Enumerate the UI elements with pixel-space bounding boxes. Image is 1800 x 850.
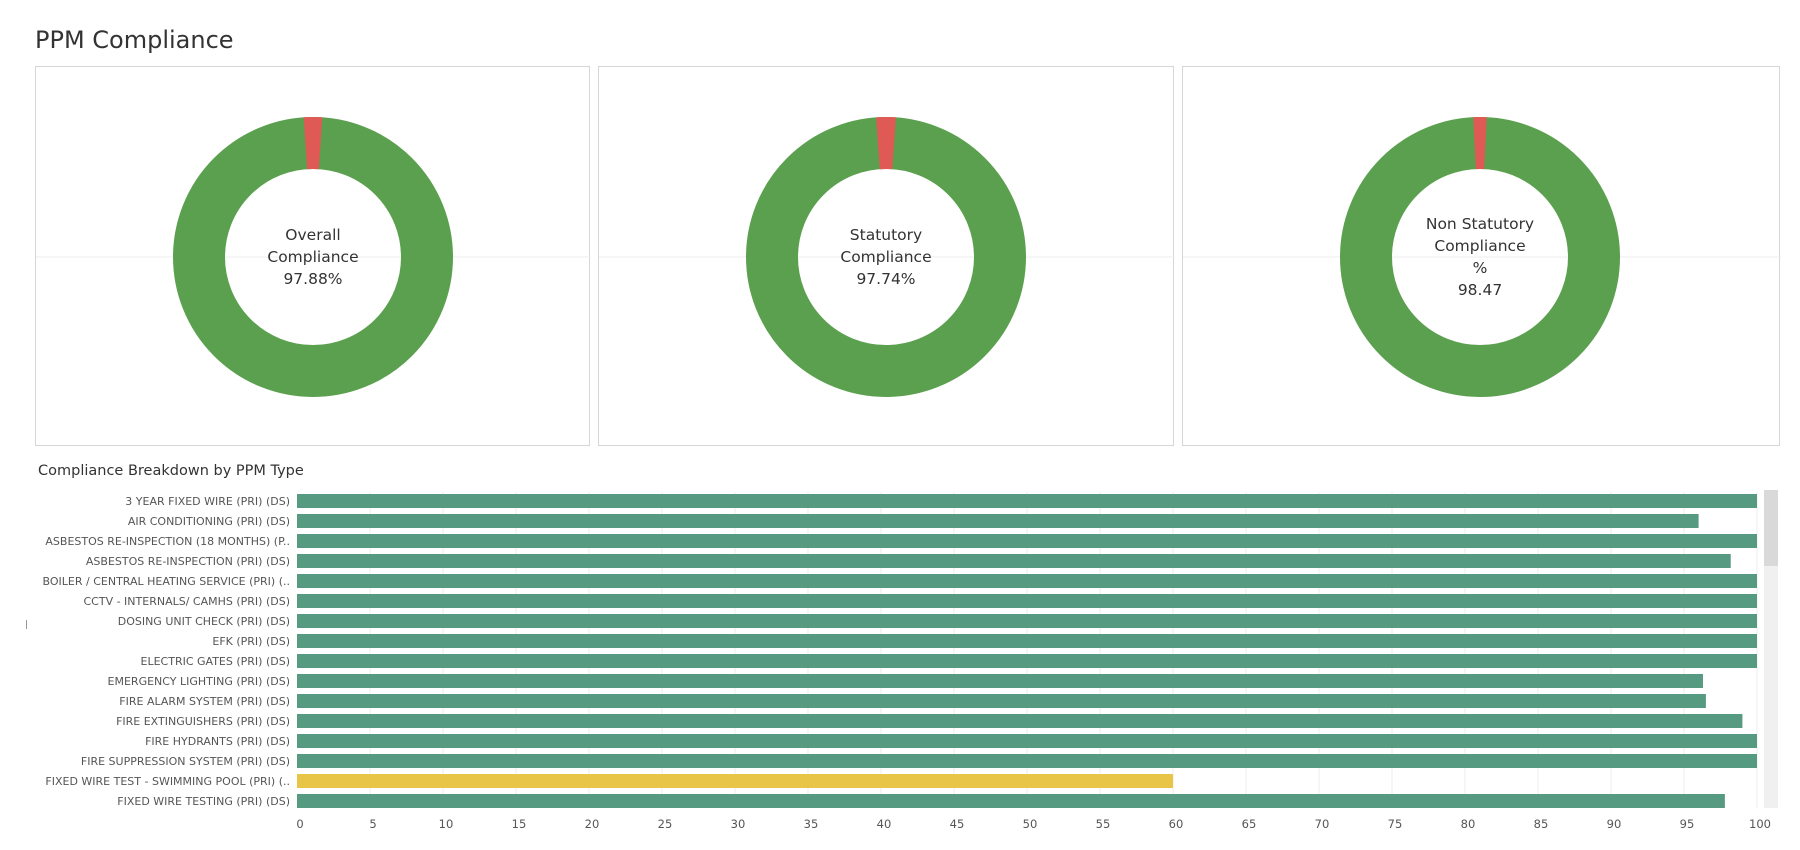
x-tick-label: 55 xyxy=(1096,817,1111,831)
non-statutory-compliance-panel: Non Statutory Compliance% 98.47 xyxy=(1182,66,1781,447)
bar[interactable] xyxy=(297,654,1757,668)
category-label: FIRE HYDRANTS (PRI) (DS) xyxy=(145,735,290,748)
overall-compliance-donut[interactable]: Overall Compliance 97.88% xyxy=(36,67,591,447)
bar[interactable] xyxy=(297,534,1757,548)
statutory-compliance-panel: Statutory Compliance 97.74% xyxy=(598,66,1175,447)
bar[interactable] xyxy=(297,614,1757,628)
category-label: CCTV - INTERNALS/ CAMHS (PRI) (DS) xyxy=(83,595,290,608)
x-tick-label: 25 xyxy=(658,817,673,831)
x-tick-label: 20 xyxy=(585,817,600,831)
donut-center-label: 97.88% xyxy=(283,270,342,288)
bar[interactable] xyxy=(297,734,1757,748)
x-tick-label: 70 xyxy=(1315,817,1330,831)
donut-center-label: Compliance xyxy=(1434,237,1525,255)
bar[interactable] xyxy=(297,494,1757,508)
bar[interactable] xyxy=(297,554,1731,568)
category-label: DOSING UNIT CHECK (PRI) (DS) xyxy=(118,615,290,628)
donut-center-label: 97.74% xyxy=(856,270,915,288)
donut-center-label: Statutory xyxy=(850,226,922,244)
x-tick-label: 5 xyxy=(369,817,376,831)
x-tick-label: 45 xyxy=(950,817,965,831)
category-label: FIRE ALARM SYSTEM (PRI) (DS) xyxy=(119,695,290,708)
category-label: ASBESTOS RE-INSPECTION (18 MONTHS) (P.. xyxy=(45,535,290,548)
bar[interactable] xyxy=(297,514,1699,528)
overall-compliance-panel: Overall Compliance 97.88% xyxy=(35,66,591,447)
x-tick-label: 40 xyxy=(877,817,892,831)
x-tick-label: 50 xyxy=(1023,817,1038,831)
category-label: BOILER / CENTRAL HEATING SERVICE (PRI) (… xyxy=(43,575,290,588)
compliance-breakdown-chart[interactable]: 0 5 10 15 20 25 30 35 40 45 50 55 60 65 70 75 80 85 90 95 10… xyxy=(0,480,1800,850)
donut-center-label: Overall xyxy=(285,226,340,244)
x-tick-label: 10 xyxy=(439,817,454,831)
category-label: 3 YEAR FIXED WIRE (PRI) (DS) xyxy=(125,495,290,508)
non-statutory-compliance-donut[interactable]: Non Statutory Compliance% 98.47 xyxy=(1183,67,1781,447)
bar[interactable] xyxy=(297,754,1757,768)
bar[interactable] xyxy=(297,574,1757,588)
statutory-compliance-donut[interactable]: Statutory Compliance 97.74% xyxy=(599,67,1175,447)
page-title: PPM Compliance xyxy=(35,26,234,54)
bar[interactable] xyxy=(297,714,1743,728)
bar[interactable] xyxy=(297,674,1703,688)
x-tick-label: 60 xyxy=(1169,817,1184,831)
donut-center-label: Non Statutory xyxy=(1426,215,1534,233)
category-label: FIRE EXTINGUISHERS (PRI) (DS) xyxy=(116,715,290,728)
x-tick-label: 95 xyxy=(1680,817,1695,831)
breakdown-title: Compliance Breakdown by PPM Type xyxy=(38,463,304,479)
x-tick-label: 80 xyxy=(1461,817,1476,831)
donut-center-label: Compliance xyxy=(840,248,931,266)
donut-center-label: % xyxy=(1473,259,1488,277)
x-tick-label: 65 xyxy=(1242,817,1257,831)
x-tick-label: 90 xyxy=(1607,817,1622,831)
side-marker xyxy=(26,620,27,629)
category-label: EFK (PRI) (DS) xyxy=(212,635,290,648)
bar[interactable] xyxy=(297,634,1757,648)
bar[interactable] xyxy=(297,774,1173,788)
x-tick-label: 0 xyxy=(296,817,303,831)
x-tick-label: 85 xyxy=(1534,817,1549,831)
category-label: FIRE SUPPRESSION SYSTEM (PRI) (DS) xyxy=(81,755,290,768)
donut-center-label: Compliance xyxy=(267,248,358,266)
category-label: EMERGENCY LIGHTING (PRI) (DS) xyxy=(108,675,290,688)
donut-center-label: 98.47 xyxy=(1458,281,1502,299)
x-tick-label: 75 xyxy=(1388,817,1403,831)
chart-scrollbar-thumb[interactable] xyxy=(1764,490,1778,566)
x-tick-label: 30 xyxy=(731,817,746,831)
category-label: ASBESTOS RE-INSPECTION (PRI) (DS) xyxy=(86,555,290,568)
bar[interactable] xyxy=(297,794,1725,808)
category-label: FIXED WIRE TEST - SWIMMING POOL (PRI) (.… xyxy=(45,775,290,788)
chart-scrollbar-track[interactable] xyxy=(1764,490,1778,808)
bar[interactable] xyxy=(297,594,1757,608)
x-tick-label: 15 xyxy=(512,817,527,831)
x-tick-label: 35 xyxy=(804,817,819,831)
category-label: FIXED WIRE TESTING (PRI) (DS) xyxy=(117,795,290,808)
category-label: AIR CONDITIONING (PRI) (DS) xyxy=(128,515,290,528)
category-label: ELECTRIC GATES (PRI) (DS) xyxy=(141,655,290,668)
bar[interactable] xyxy=(297,694,1706,708)
x-tick-label: 100 xyxy=(1749,817,1771,831)
